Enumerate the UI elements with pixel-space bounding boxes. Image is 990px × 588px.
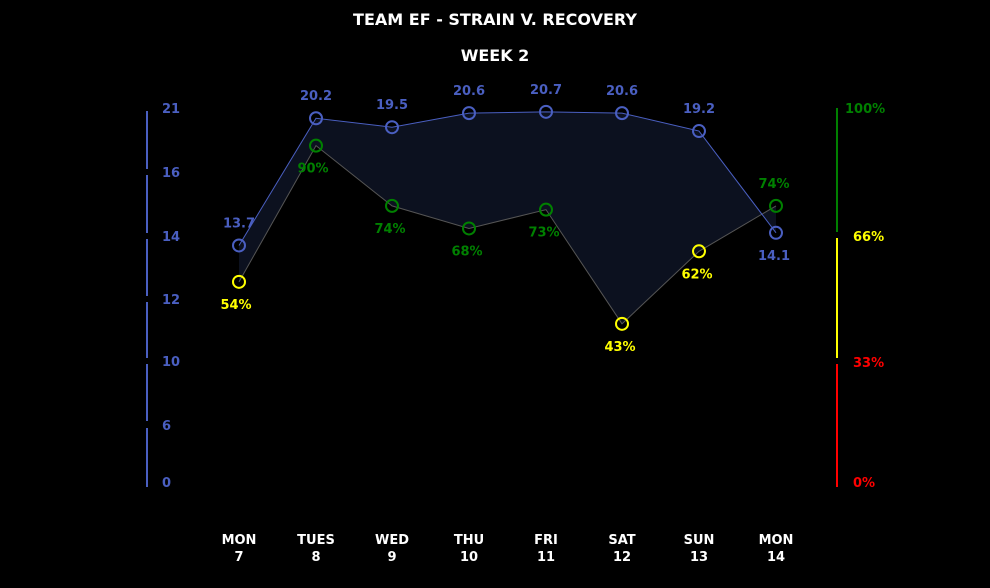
strain-data-label: 20.2: [300, 89, 332, 104]
strain-data-label: 19.5: [376, 98, 408, 113]
x-axis-date-label: 7: [234, 550, 243, 565]
x-axis-day-label: MON: [222, 533, 257, 548]
recovery-point: [615, 316, 629, 331]
recovery-point: [769, 198, 783, 213]
x-axis-date-label: 12: [613, 550, 631, 565]
strain-data-label: 20.7: [530, 83, 562, 98]
chart-subtitle: WEEK 2: [460, 46, 530, 65]
recovery-data-label: 90%: [297, 162, 328, 177]
x-axis-date-label: 13: [690, 550, 708, 565]
recovery-data-label: 74%: [758, 177, 789, 192]
x-axis-day-label: THU: [454, 533, 484, 548]
x-axis-day-label: SAT: [608, 533, 635, 548]
recovery-point: [385, 198, 399, 213]
recovery-data-label: 62%: [681, 267, 712, 282]
x-axis-day-label: WED: [375, 533, 409, 548]
x-axis-date-label: 11: [537, 550, 555, 565]
strain-recovery-band: [239, 111, 776, 324]
recovery-point: [309, 138, 323, 153]
recovery-point: [462, 221, 476, 236]
left-axis-tick-label: 0: [162, 476, 171, 491]
strain-data-label: 20.6: [453, 84, 485, 99]
left-axis-tick-label: 12: [162, 293, 180, 308]
right-axis-tick-label: 33%: [853, 356, 884, 371]
x-axis-day-label: TUES: [297, 533, 335, 548]
recovery-point: [539, 202, 553, 217]
recovery-data-label: 68%: [451, 244, 482, 259]
left-axis-tick-label: 21: [162, 102, 180, 117]
strain-point: [539, 104, 553, 119]
x-axis-date-label: 8: [311, 550, 320, 565]
x-axis-date-label: 10: [460, 550, 478, 565]
strain-data-label: 19.2: [683, 102, 715, 117]
recovery-point: [692, 244, 706, 259]
right-axis-tick-label: 100%: [845, 102, 885, 117]
strain-point: [692, 124, 706, 139]
strain-point: [309, 111, 323, 126]
x-axis-date-label: 14: [767, 550, 785, 565]
strain-point: [385, 120, 399, 135]
x-axis-day-label: FRI: [534, 533, 558, 548]
x-axis-date-label: 9: [387, 550, 396, 565]
left-axis-tick-label: 6: [162, 419, 171, 434]
left-axis-tick-label: 16: [162, 166, 180, 181]
recovery-data-label: 74%: [374, 222, 405, 237]
x-axis-day-label: MON: [759, 533, 794, 548]
recovery-point: [232, 274, 246, 289]
recovery-data-label: 43%: [604, 340, 635, 355]
recovery-data-label: 73%: [528, 226, 559, 241]
recovery-data-label: 54%: [220, 298, 251, 313]
strain-data-label: 20.6: [606, 84, 638, 99]
strain-point: [462, 106, 476, 121]
strain-point: [615, 106, 629, 121]
strain-line: [238, 111, 777, 246]
strain-data-label: 14.1: [758, 249, 790, 264]
x-axis-day-label: SUN: [684, 533, 715, 548]
strain-data-label: 13.7: [223, 216, 255, 231]
strain-point: [769, 225, 783, 240]
chart-title: TEAM EF - STRAIN V. RECOVERY: [353, 10, 637, 29]
left-axis-tick-label: 10: [162, 355, 180, 370]
left-axis-tick-label: 14: [162, 230, 180, 245]
strain-point: [232, 238, 246, 253]
recovery-line: [238, 144, 777, 325]
right-axis-tick-label: 0%: [853, 476, 875, 491]
right-axis-tick-label: 66%: [853, 230, 884, 245]
